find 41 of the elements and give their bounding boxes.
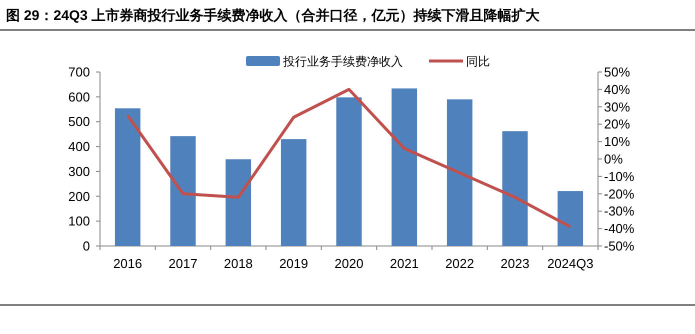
y-tick-label: 600: [68, 89, 90, 104]
y2-tick-label: 10%: [604, 134, 630, 150]
y2-tick-label: 20%: [604, 116, 630, 132]
y-tick-label: 100: [68, 214, 90, 229]
y2-tick-label: -10%: [604, 168, 635, 184]
y-tick-label: 500: [68, 114, 90, 130]
x-tick-label: 2023: [500, 256, 530, 271]
y2-tick-label: -30%: [604, 204, 635, 219]
bar: [502, 131, 528, 246]
y2-tick-label: 40%: [604, 82, 630, 97]
bar: [170, 136, 196, 246]
chart-title: 图 29：24Q3 上市券商投行业务手续费净收入（合并口径，亿元）持续下滑且降幅扩大: [6, 7, 541, 23]
y-tick-label: 400: [68, 139, 90, 154]
line-series: [126, 88, 572, 228]
x-tick-label: 2016: [113, 256, 142, 271]
y2-tick-label: -50%: [604, 238, 635, 254]
bar: [114, 108, 140, 246]
legend-label: 同比: [466, 54, 490, 68]
y-tick-label: 700: [68, 64, 90, 80]
bar: [280, 139, 306, 246]
y2-tick-label: -40%: [604, 221, 635, 236]
legend-label: 投行业务手续费净收入: [282, 54, 403, 68]
bar: [336, 97, 362, 246]
x-tick-label: 2017: [168, 256, 198, 271]
bar: [558, 191, 584, 246]
y-tick-label: 200: [68, 188, 90, 204]
y2-tick-label: -20%: [604, 186, 635, 202]
x-tick-label: 2020: [334, 256, 364, 271]
y-tick-label: 300: [68, 164, 90, 179]
bar: [446, 99, 472, 246]
y-tick-label: 0: [82, 238, 90, 254]
y2-tick-label: 0%: [604, 152, 624, 166]
y2-tick-label: 50%: [604, 64, 630, 80]
x-tick-label: 2022: [445, 256, 474, 271]
x-tick-label: 2021: [390, 256, 419, 271]
bar: [392, 88, 418, 246]
x-tick-label: 2018: [224, 256, 253, 271]
x-tick-label: 2019: [279, 256, 308, 271]
x-tick-label: 2024Q3: [547, 256, 594, 271]
bar: [226, 159, 252, 246]
y2-tick-label: 30%: [604, 99, 630, 114]
